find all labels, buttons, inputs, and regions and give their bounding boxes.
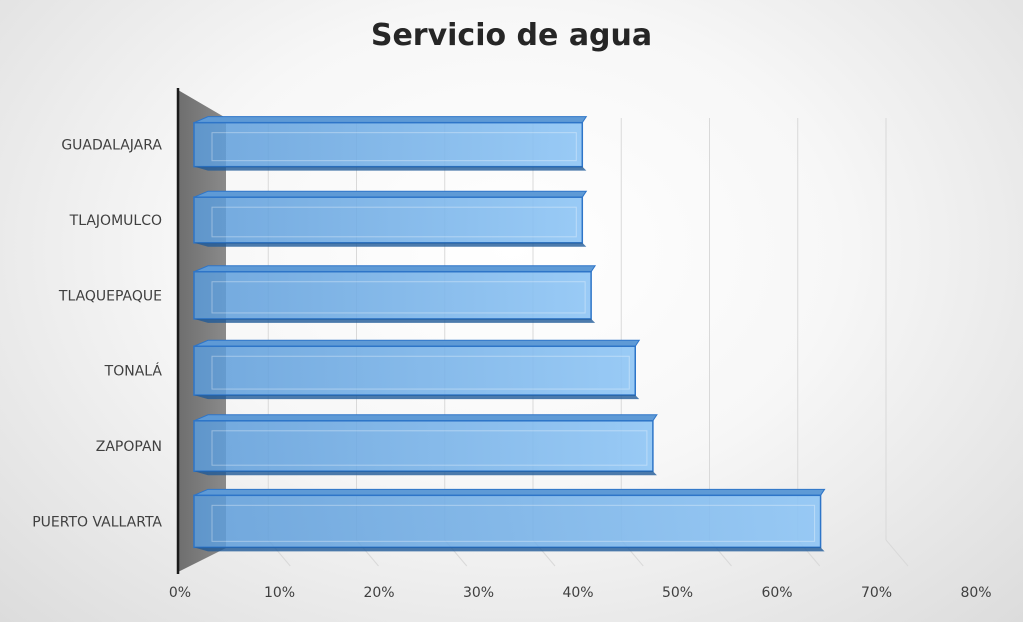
bar-top-face <box>193 414 658 422</box>
x-tick-label: 20% <box>363 585 394 601</box>
gridline-floor <box>885 539 909 567</box>
bar-front-face <box>193 345 636 396</box>
x-tick-label: 50% <box>662 585 693 601</box>
x-tick-label: 30% <box>463 585 494 601</box>
category-label: TLAJOMULCO <box>69 213 162 229</box>
x-tick-label: 80% <box>960 585 991 601</box>
bars <box>193 116 826 552</box>
bar-highlight <box>211 132 577 162</box>
category-label: PUERTO VALLARTA <box>32 514 162 530</box>
bar-top-face <box>193 488 826 496</box>
x-tick-label: 60% <box>761 585 792 601</box>
bar-bottom-face <box>194 395 640 400</box>
category-label: ZAPOPAN <box>96 439 162 455</box>
bar <box>193 190 588 247</box>
bar-front-face <box>193 270 592 320</box>
bar-highlight <box>211 430 648 466</box>
bar-front-face <box>193 196 584 244</box>
bar-front-face <box>193 121 584 168</box>
bar <box>193 265 597 323</box>
bar-top-face <box>193 116 588 124</box>
bar <box>193 339 641 400</box>
bar-bottom-face <box>194 471 657 476</box>
chart-title: Servicio de agua <box>370 18 653 53</box>
bar-top-face <box>193 265 597 273</box>
bar-highlight <box>211 206 577 238</box>
bar-highlight <box>211 355 630 390</box>
bar-highlight <box>211 281 586 314</box>
category-label: TLAQUEPAQUE <box>58 288 162 304</box>
bar <box>193 414 658 476</box>
x-tick-label: 40% <box>562 585 593 601</box>
category-label: GUADALAJARA <box>61 138 162 154</box>
x-tick-labels: 0% 10% 20% 30% 40% 50% 60% 70% 80% <box>169 585 992 601</box>
x-tick-label: 10% <box>264 585 295 601</box>
bar-highlight <box>211 504 816 542</box>
x-tick-label: 0% <box>169 585 191 601</box>
bar <box>193 116 588 171</box>
bar-bottom-face <box>194 166 587 171</box>
bar-bottom-face <box>194 318 596 323</box>
bar-bottom-face <box>194 547 825 552</box>
bar-top-face <box>193 339 641 347</box>
category-labels: GUADALAJARA TLAJOMULCO TLAQUEPAQUE TONALÁ ZA… <box>32 138 162 531</box>
bar-front-face <box>193 420 654 472</box>
bar-top-face <box>193 190 588 198</box>
category-label: TONALÁ <box>104 363 163 380</box>
bar-front-face <box>193 494 822 549</box>
x-tick-label: 70% <box>861 585 892 601</box>
bar <box>193 488 826 552</box>
bar-bottom-face <box>194 242 587 247</box>
